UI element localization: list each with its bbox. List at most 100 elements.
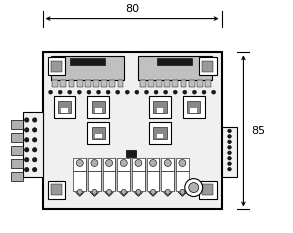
Bar (51, 184, 62, 195)
Bar (172, 80, 178, 87)
Circle shape (92, 189, 97, 194)
Bar (61, 108, 68, 113)
Bar (42, 52, 222, 209)
Bar (180, 80, 186, 87)
Bar (147, 171, 159, 191)
Circle shape (25, 138, 29, 142)
Bar (11, 120, 23, 129)
Bar (117, 80, 123, 87)
Bar (51, 61, 62, 72)
Bar (148, 80, 154, 87)
Bar (189, 80, 195, 87)
Bar (132, 158, 145, 171)
Circle shape (25, 148, 29, 152)
Bar (11, 146, 23, 155)
Bar (11, 172, 23, 181)
Circle shape (107, 189, 112, 194)
Circle shape (228, 162, 231, 165)
Bar (147, 158, 159, 171)
Circle shape (76, 160, 83, 167)
Circle shape (25, 158, 29, 162)
Circle shape (58, 90, 62, 94)
Circle shape (105, 160, 113, 167)
Circle shape (33, 158, 37, 162)
Bar (91, 101, 105, 113)
Circle shape (228, 146, 231, 149)
Bar (74, 171, 86, 191)
Circle shape (228, 167, 231, 171)
Bar (138, 56, 212, 80)
Circle shape (228, 135, 231, 138)
Bar (101, 80, 107, 87)
Bar (176, 158, 189, 171)
Bar (88, 158, 101, 171)
Bar (103, 158, 115, 171)
Bar (199, 57, 217, 75)
Bar (149, 96, 171, 118)
Bar (161, 158, 174, 171)
Bar (190, 108, 197, 113)
Bar (77, 80, 83, 87)
Bar (93, 80, 99, 87)
Circle shape (121, 189, 126, 194)
Bar (54, 96, 75, 118)
Bar (164, 80, 170, 87)
Bar (187, 101, 200, 113)
Bar (183, 96, 205, 118)
Circle shape (144, 90, 149, 94)
Circle shape (183, 90, 187, 94)
Bar (157, 58, 193, 65)
Bar (202, 61, 213, 72)
Circle shape (212, 90, 216, 94)
Bar (156, 134, 163, 138)
Bar (11, 159, 23, 168)
Bar (51, 56, 124, 80)
Bar (70, 58, 105, 65)
Circle shape (136, 189, 141, 194)
Circle shape (150, 160, 156, 167)
Text: 85: 85 (251, 126, 265, 136)
Circle shape (25, 168, 29, 172)
Bar (202, 184, 213, 195)
Bar (117, 171, 130, 191)
Bar (11, 133, 23, 142)
Circle shape (228, 157, 231, 160)
Circle shape (116, 90, 120, 94)
Circle shape (173, 90, 177, 94)
Circle shape (135, 160, 142, 167)
Circle shape (33, 118, 37, 122)
Circle shape (91, 160, 98, 167)
Bar (205, 80, 211, 87)
Circle shape (25, 118, 29, 122)
Bar (153, 101, 167, 113)
Circle shape (165, 189, 170, 194)
Circle shape (228, 129, 231, 133)
Bar (69, 80, 74, 87)
Circle shape (120, 160, 127, 167)
Bar (23, 112, 42, 177)
Circle shape (49, 90, 52, 94)
Circle shape (185, 179, 203, 196)
Bar (60, 80, 66, 87)
Bar (197, 80, 203, 87)
Bar (85, 80, 91, 87)
Bar (47, 57, 66, 75)
Circle shape (135, 90, 139, 94)
Bar (140, 80, 146, 87)
Circle shape (77, 189, 82, 194)
Bar (91, 127, 105, 139)
Circle shape (106, 90, 110, 94)
Bar (95, 108, 102, 113)
Bar (153, 127, 167, 139)
Circle shape (77, 90, 81, 94)
Circle shape (125, 90, 129, 94)
Bar (74, 158, 86, 171)
Circle shape (33, 128, 37, 132)
Bar (132, 171, 145, 191)
Circle shape (228, 151, 231, 154)
Circle shape (33, 138, 37, 142)
Bar (156, 80, 162, 87)
Circle shape (25, 128, 29, 132)
Bar (87, 122, 109, 144)
Bar (126, 150, 136, 157)
